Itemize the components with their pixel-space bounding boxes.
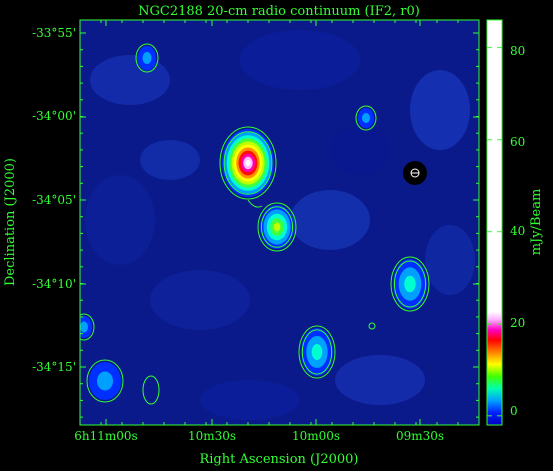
source-contour [257,202,297,252]
colorbar-tick-label: 0 [510,404,518,418]
y-tick-label: -34°15' [32,360,76,374]
noise-patch [335,355,425,405]
source-contour [298,325,336,379]
source-contour [301,329,333,375]
x-tick-label: 10m00s [292,429,340,443]
source-contour [86,359,124,403]
colorbar-tick-labels: 0 20 40 60 80 [510,44,525,418]
y-axis-label: Declination (J2000) [3,158,18,286]
y-tick-label: -34°00' [32,109,76,123]
source-west-edge-source [80,316,92,338]
source-secondary-blob [260,205,294,249]
chart-title: NGC2188 20-cm radio continuum (IF2, r0) [138,4,420,19]
source-level [142,52,152,64]
map-ticks [79,20,479,425]
noise-patch [150,270,250,330]
source-level [404,275,416,293]
y-tick-label: -34°05' [32,193,76,207]
beam-marker [403,161,427,185]
source-north-blob [138,46,156,70]
source-level [80,321,88,333]
source-contour [393,260,427,308]
source-contour [135,43,159,73]
x-tick-label: 09m30s [396,429,444,443]
noise-patches [85,30,475,420]
bridge-contour [247,199,263,208]
source-contour [390,256,430,312]
noise-patch [240,30,360,90]
source-contour [223,131,273,195]
colorbar-ticks [487,47,502,417]
noise-patch [85,175,155,265]
radio-sources [80,46,427,400]
source-east-source [393,259,427,309]
source-contour [368,322,376,330]
x-tick-label: 6h11m00s [74,429,137,443]
source-contour [355,105,377,131]
noise-patch [410,70,470,150]
noise-patch [140,140,200,180]
source-southwest-source [89,362,121,400]
colorbar [487,20,502,425]
source-contour [219,126,277,200]
x-tick-label: 10m30s [188,429,236,443]
x-axis-label: Right Ascension (J2000) [199,452,358,467]
noise-patch [330,125,390,175]
colorbar-tick-label: 40 [510,224,525,238]
source-south-source [301,328,333,376]
colorbar-label: mJy/Beam [529,189,544,256]
source-bright-core [222,129,274,197]
source-level [97,371,113,391]
source-level [362,113,370,123]
source-contour [142,375,160,405]
source-contour [80,313,95,341]
map-frame [79,19,480,426]
noise-patch [200,380,300,420]
noise-patch [425,225,475,295]
contour-lines [80,43,430,405]
colorbar-tick-label: 20 [510,316,525,330]
source-level [245,159,251,167]
colorbar-frame [486,19,503,426]
x-tick-labels: 6h11m00s 10m30s 10m00s 09m30s [74,429,444,443]
source-contour [260,206,294,248]
colorbar-tick-label: 60 [510,135,525,149]
noise-patch [290,190,370,250]
y-tick-labels: -33°55' -34°00' -34°05' -34°10' -34°15' [32,26,76,374]
y-tick-label: -33°55' [32,26,76,40]
source-level [273,222,281,232]
noise-patch [90,55,170,105]
source-north-east-blob [358,108,374,128]
source-level [311,344,323,360]
colorbar-tick-label: 80 [510,44,525,58]
y-tick-label: -34°10' [32,277,76,291]
